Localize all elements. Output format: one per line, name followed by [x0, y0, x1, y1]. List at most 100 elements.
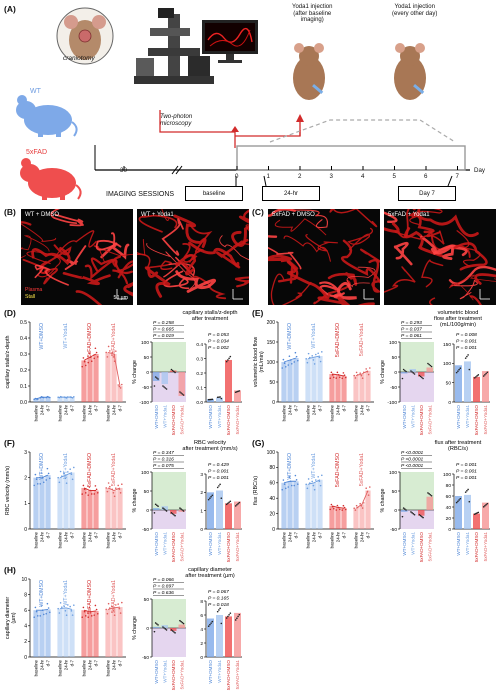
- vessel: [384, 211, 398, 223]
- data-point: [112, 492, 115, 494]
- after-bar: [234, 612, 241, 657]
- after-point: [216, 396, 219, 399]
- data-point: [343, 506, 346, 509]
- data-point: [109, 485, 111, 488]
- after-bar: [225, 359, 232, 402]
- vessel: [346, 266, 376, 288]
- y-tick-label: 20: [269, 511, 275, 517]
- pct-point: [422, 377, 424, 380]
- after-point: [234, 391, 237, 394]
- pct-point: [157, 505, 159, 507]
- after-tick-label: 0.2: [196, 371, 203, 377]
- pct-p-value: P = 0.037: [401, 327, 422, 333]
- series-line: [283, 480, 296, 484]
- data-point: [359, 372, 361, 374]
- after-point: [218, 609, 220, 611]
- data-point: [94, 347, 97, 350]
- pct-group-label: 5xFAD+DMSO: [171, 405, 176, 436]
- after-group-label: 5xFAD+Yoda1: [483, 405, 488, 435]
- data-point: [109, 350, 111, 352]
- y-axis-label: capillary stalls/z-depth: [5, 335, 11, 388]
- x-tick-label: baseline: [106, 404, 111, 421]
- after-point: [219, 483, 221, 486]
- data-point: [39, 483, 41, 485]
- decrease-zone: [152, 628, 186, 657]
- vessel: [360, 248, 380, 263]
- data-point: [319, 484, 322, 487]
- bar: [57, 397, 63, 402]
- pct-point: [405, 509, 407, 511]
- after-point: [457, 500, 459, 503]
- data-point: [46, 602, 49, 605]
- bar: [117, 607, 123, 657]
- y-tick-label: 0: [24, 527, 27, 533]
- x-tick-label: d-7: [366, 404, 371, 411]
- data-point: [88, 352, 91, 354]
- bar: [281, 482, 287, 529]
- data-point: [94, 485, 97, 487]
- pct-group-label: WT+Yoda1: [162, 532, 167, 555]
- data-point: [117, 603, 119, 605]
- after-title: volumetric blood: [438, 310, 479, 316]
- data-point: [305, 483, 307, 486]
- pct-point: [165, 388, 168, 390]
- data-point: [283, 362, 286, 364]
- after-point: [219, 396, 221, 398]
- pct-bar: [170, 510, 177, 514]
- data-point: [329, 377, 331, 379]
- data-point: [85, 492, 87, 494]
- pct-point: [153, 385, 156, 387]
- pct-point: [164, 509, 167, 511]
- series-line: [83, 487, 96, 491]
- data-point: [107, 345, 110, 348]
- after-point: [455, 501, 458, 504]
- pct-p-value: P = 0.316: [153, 457, 174, 463]
- after-title: (mL/100g/min): [440, 322, 476, 328]
- after-p-value: P = 0.165: [208, 596, 229, 602]
- after-point: [467, 488, 469, 491]
- increase-zone: [152, 472, 186, 510]
- after-point: [225, 617, 228, 619]
- x-tick-label: d-7: [94, 404, 99, 411]
- pct-tick-label: 100: [389, 470, 397, 476]
- data-point: [43, 481, 45, 484]
- pct-group-label: 5xFAD+DMSO: [419, 405, 424, 436]
- vessel: [146, 242, 196, 289]
- timeline-tick-label: 4: [361, 173, 365, 180]
- vessel: [290, 209, 328, 229]
- group-label: WT+Yoda1: [63, 580, 69, 606]
- pct-group-label: WT+Yoda1: [162, 405, 167, 428]
- data-point: [119, 492, 122, 494]
- timeline-start: -30: [118, 167, 127, 174]
- vessel: [34, 264, 69, 286]
- after-bar: [207, 618, 214, 657]
- after-title: (RBC/s): [448, 446, 468, 452]
- vessel: [393, 241, 413, 266]
- pct-bar: [409, 369, 416, 372]
- data-point: [58, 612, 61, 614]
- y-tick-label: 0.3: [20, 352, 27, 358]
- data-point: [113, 614, 116, 617]
- pct-bar: [426, 496, 433, 510]
- bar: [305, 484, 311, 529]
- pct-point: [402, 368, 405, 371]
- after-point: [486, 371, 489, 374]
- data-point: [87, 616, 89, 618]
- craniotomy-illustration: [56, 7, 114, 65]
- after-point: [486, 502, 489, 505]
- vessel: [95, 232, 122, 251]
- bar: [353, 508, 359, 529]
- pct-point: [404, 369, 406, 372]
- data-point: [121, 383, 123, 386]
- data-point: [321, 351, 323, 353]
- image-title: 5xFAD + DMSO: [272, 212, 315, 218]
- after-point: [207, 625, 210, 627]
- data-point: [47, 472, 50, 475]
- data-point: [63, 472, 65, 475]
- data-point: [115, 604, 117, 606]
- data-point: [70, 610, 73, 612]
- bar: [365, 490, 371, 529]
- data-point: [93, 493, 95, 495]
- data-point: [63, 605, 65, 608]
- vessel: [268, 246, 302, 270]
